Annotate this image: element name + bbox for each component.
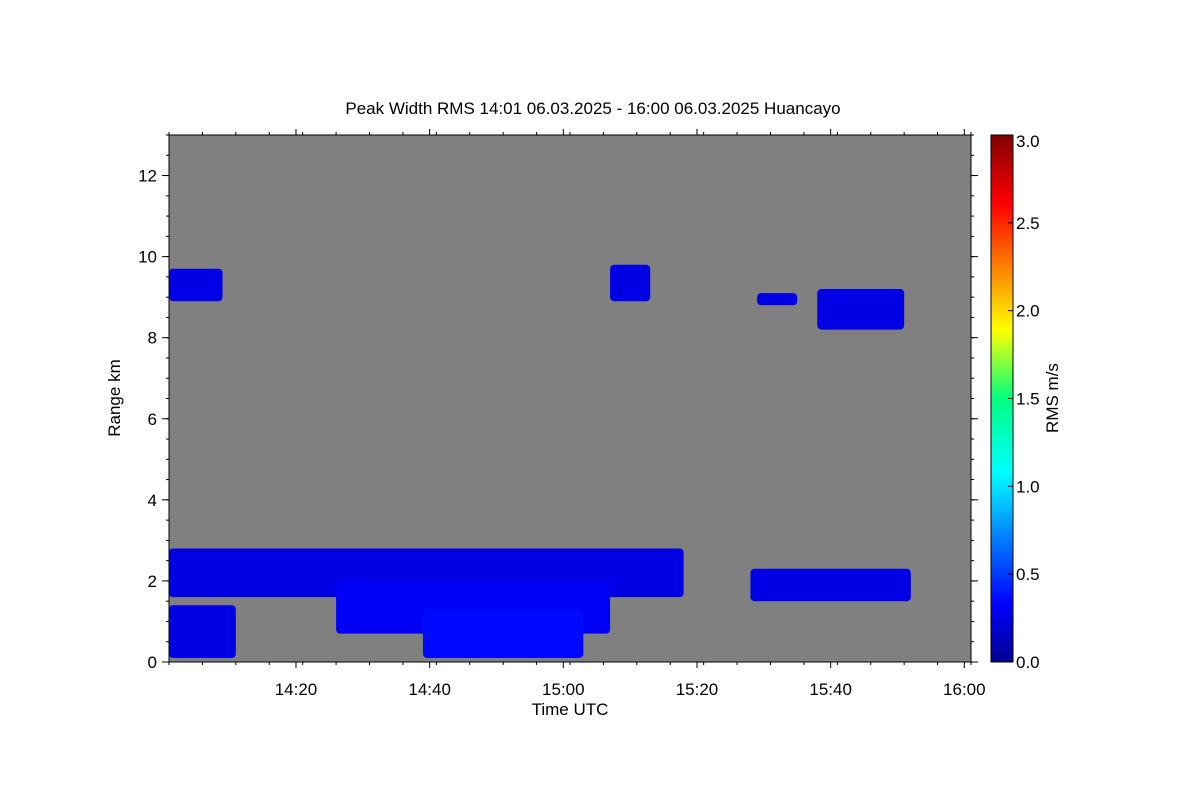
echo-region-3 [169,605,236,658]
plot-area [168,134,972,663]
x-tick-label: 15:00 [542,680,585,699]
y-tick-label: 12 [138,167,157,186]
x-axis: 14:20 14:40 15:00 15:20 15:40 16:00 [168,129,986,699]
x-tick-label: 15:20 [676,680,719,699]
y-tick-label: 8 [148,329,157,348]
colorbar-tick-label: 3.0 [1016,132,1040,151]
colorbar-ticks: 0.0 0.5 1.0 1.5 2.0 2.5 3.0 [1008,132,1040,672]
y-axis: 0 2 4 6 8 10 12 [138,134,978,672]
x-tick-label: 16:00 [943,680,986,699]
colorbar: 0.0 0.5 1.0 1.5 2.0 2.5 3.0 RMS m/s [990,132,1062,672]
y-tick-label: 10 [138,248,157,267]
colorbar-tick-label: 0.0 [1016,653,1040,672]
colorbar-tick-label: 1.0 [1016,477,1040,496]
y-tick-label: 0 [148,653,157,672]
y-axis-label: Range km [105,359,124,436]
echo-region-5 [422,609,584,658]
echo-region-9 [817,289,905,330]
echo-region-8 [757,293,798,306]
colorbar-tick-label: 2.0 [1016,302,1040,321]
y-tick-label: 4 [148,491,157,510]
colorbar-tick-label: 1.5 [1016,390,1040,409]
x-tick-label: 14:20 [275,680,318,699]
x-tick-label: 14:40 [408,680,451,699]
colorbar-tick-label: 2.5 [1016,214,1040,233]
echo-layer [169,264,911,658]
echo-region-1 [169,268,223,302]
colorbar-label: RMS m/s [1043,363,1062,433]
x-axis-label: Time UTC [532,700,609,719]
chart-title: Peak Width RMS 14:01 06.03.2025 - 16:00 … [345,99,840,118]
y-tick-label: 6 [148,410,157,429]
y-tick-label: 2 [148,572,157,591]
echo-region-6 [750,568,911,602]
x-tick-label: 15:40 [809,680,852,699]
echo-region-7 [610,264,651,302]
colorbar-tick-label: 0.5 [1016,565,1040,584]
